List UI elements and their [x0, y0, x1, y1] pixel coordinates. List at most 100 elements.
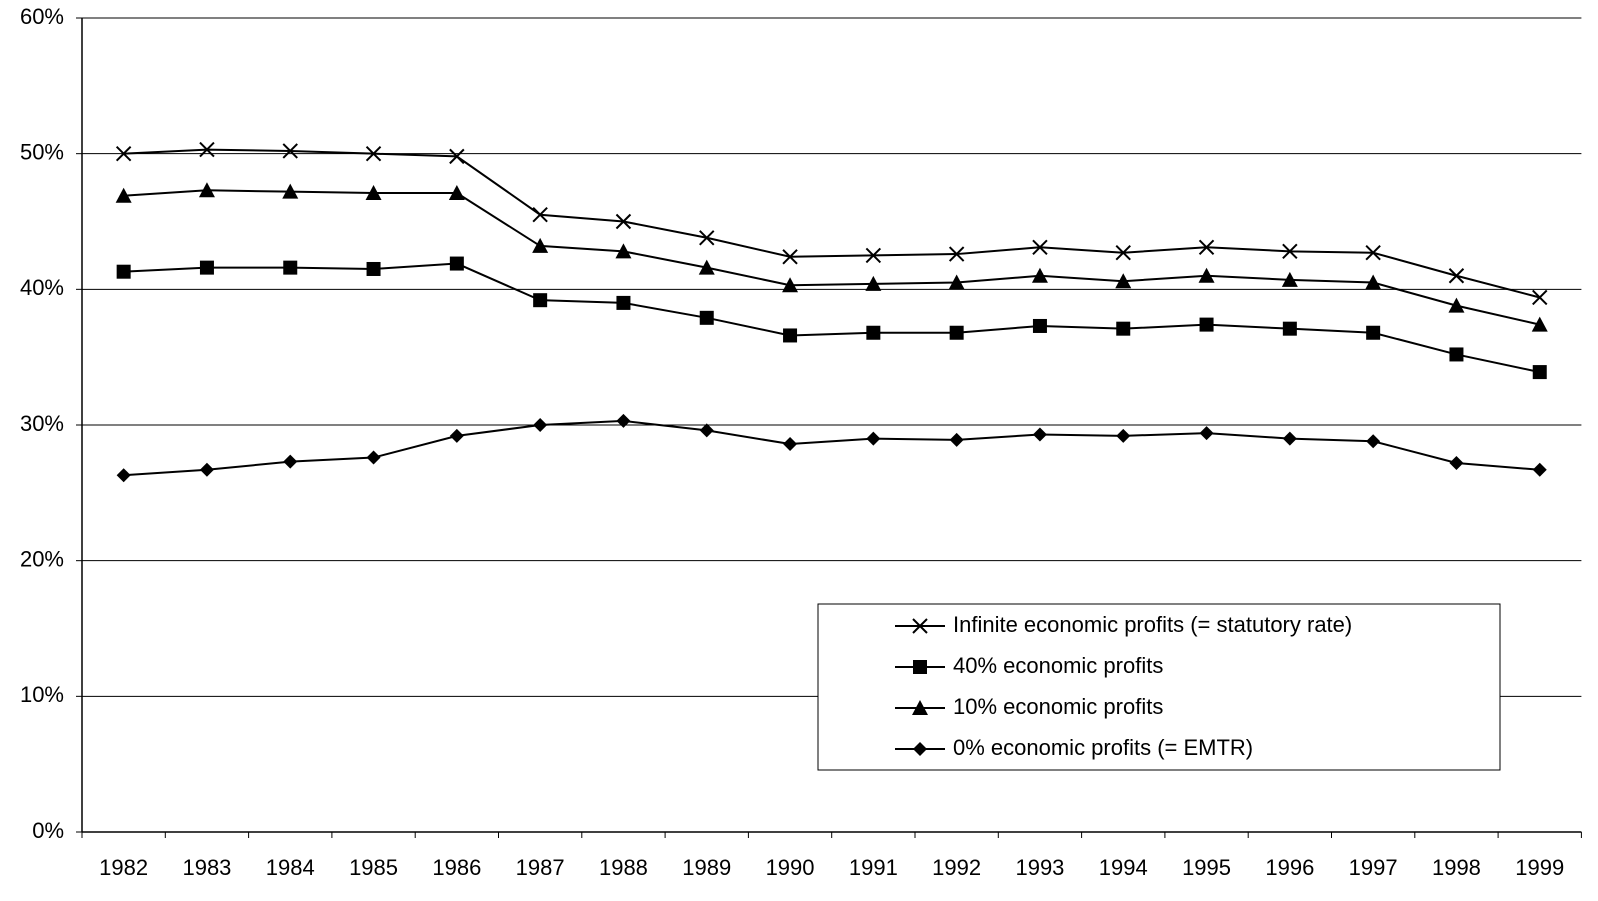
- data-point: [1116, 428, 1131, 443]
- data-point: [1532, 365, 1547, 380]
- legend-marker: [913, 660, 927, 674]
- data-point: [949, 325, 964, 340]
- data-point: [616, 413, 631, 428]
- data-point: [1032, 427, 1047, 442]
- data-point: [366, 450, 381, 465]
- series-line: [123, 419, 1540, 477]
- y-tick-label: 20%: [20, 546, 64, 571]
- y-tick-label: 60%: [20, 4, 64, 29]
- x-tick-label: 1993: [1015, 855, 1064, 880]
- y-tick-label: 40%: [20, 275, 64, 300]
- data-point: [1532, 289, 1548, 306]
- x-tick-label: 1989: [682, 855, 731, 880]
- data-point: [115, 187, 132, 203]
- data-point: [1365, 244, 1381, 261]
- data-point: [782, 249, 798, 265]
- x-tick-label: 1997: [1349, 855, 1398, 880]
- legend-label: 40% economic profits: [953, 653, 1163, 678]
- legend-label: 0% economic profits (= EMTR): [953, 735, 1253, 760]
- data-point: [1032, 239, 1048, 255]
- data-point: [865, 275, 882, 291]
- x-tick-label: 1987: [516, 855, 565, 880]
- data-point: [1449, 455, 1464, 470]
- data-point: [282, 143, 298, 159]
- data-point: [366, 261, 381, 276]
- data-point: [1448, 268, 1465, 284]
- data-point: [532, 237, 549, 253]
- x-tick-label: 1982: [99, 855, 148, 880]
- data-point: [1199, 317, 1214, 332]
- data-point: [1281, 271, 1298, 287]
- x-tick-label: 1999: [1515, 855, 1564, 880]
- data-point: [866, 325, 881, 340]
- data-point: [533, 418, 548, 432]
- data-point: [1116, 321, 1131, 336]
- data-point: [283, 260, 298, 275]
- x-tick-label: 1994: [1099, 855, 1148, 880]
- legend-marker: [912, 700, 928, 715]
- data-point: [1282, 431, 1297, 446]
- x-tick-label: 1992: [932, 855, 981, 880]
- data-point: [948, 274, 965, 290]
- x-tick-label: 1988: [599, 855, 648, 880]
- data-point: [116, 468, 131, 483]
- data-point: [1366, 325, 1381, 340]
- data-point: [365, 145, 382, 162]
- data-point: [865, 247, 882, 264]
- data-point: [699, 423, 714, 438]
- data-point: [449, 256, 464, 271]
- legend-box: [817, 603, 1501, 771]
- data-point: [616, 295, 631, 310]
- data-point: [449, 428, 464, 443]
- data-point: [198, 182, 215, 198]
- data-point: [783, 328, 798, 343]
- y-tick-label: 50%: [20, 139, 64, 164]
- legend-marker: [913, 742, 927, 756]
- data-point: [949, 432, 964, 447]
- data-point: [448, 185, 465, 201]
- data-point: [1115, 244, 1131, 261]
- x-tick-label: 1998: [1432, 855, 1481, 880]
- y-tick-label: 0%: [32, 818, 64, 843]
- data-point: [199, 260, 214, 275]
- x-tick-label: 1996: [1265, 855, 1314, 880]
- data-point: [533, 293, 548, 308]
- data-point: [699, 310, 714, 325]
- data-point: [115, 145, 132, 162]
- data-point: [866, 431, 881, 446]
- data-point: [698, 259, 715, 275]
- x-tick-label: 1986: [432, 855, 481, 880]
- data-point: [532, 207, 548, 223]
- x-tick-label: 1984: [266, 855, 315, 880]
- x-tick-label: 1985: [349, 855, 398, 880]
- data-point: [615, 213, 632, 230]
- data-point: [1282, 243, 1298, 260]
- data-point: [783, 436, 798, 451]
- data-point: [699, 230, 715, 246]
- data-point: [1449, 347, 1464, 362]
- data-point: [1448, 297, 1465, 313]
- data-point: [1031, 267, 1048, 283]
- legend-label: Infinite economic profits (= statutory r…: [953, 612, 1352, 637]
- y-tick-label: 10%: [20, 682, 64, 707]
- series-line: [123, 148, 1541, 299]
- data-point: [199, 141, 215, 158]
- data-point: [449, 148, 465, 165]
- x-tick-label: 1995: [1182, 855, 1231, 880]
- series-line: [123, 189, 1540, 326]
- data-point: [782, 277, 799, 293]
- data-point: [1366, 434, 1381, 449]
- data-point: [365, 185, 382, 201]
- data-point: [948, 246, 965, 262]
- legend-label: 10% economic profits: [953, 694, 1163, 719]
- data-point: [1365, 274, 1382, 290]
- data-point: [1532, 462, 1547, 477]
- data-point: [1032, 318, 1047, 333]
- legend-marker: [912, 618, 928, 634]
- data-point: [1198, 239, 1215, 255]
- series-line: [123, 262, 1540, 374]
- data-point: [282, 183, 299, 199]
- x-tick-label: 1990: [766, 855, 815, 880]
